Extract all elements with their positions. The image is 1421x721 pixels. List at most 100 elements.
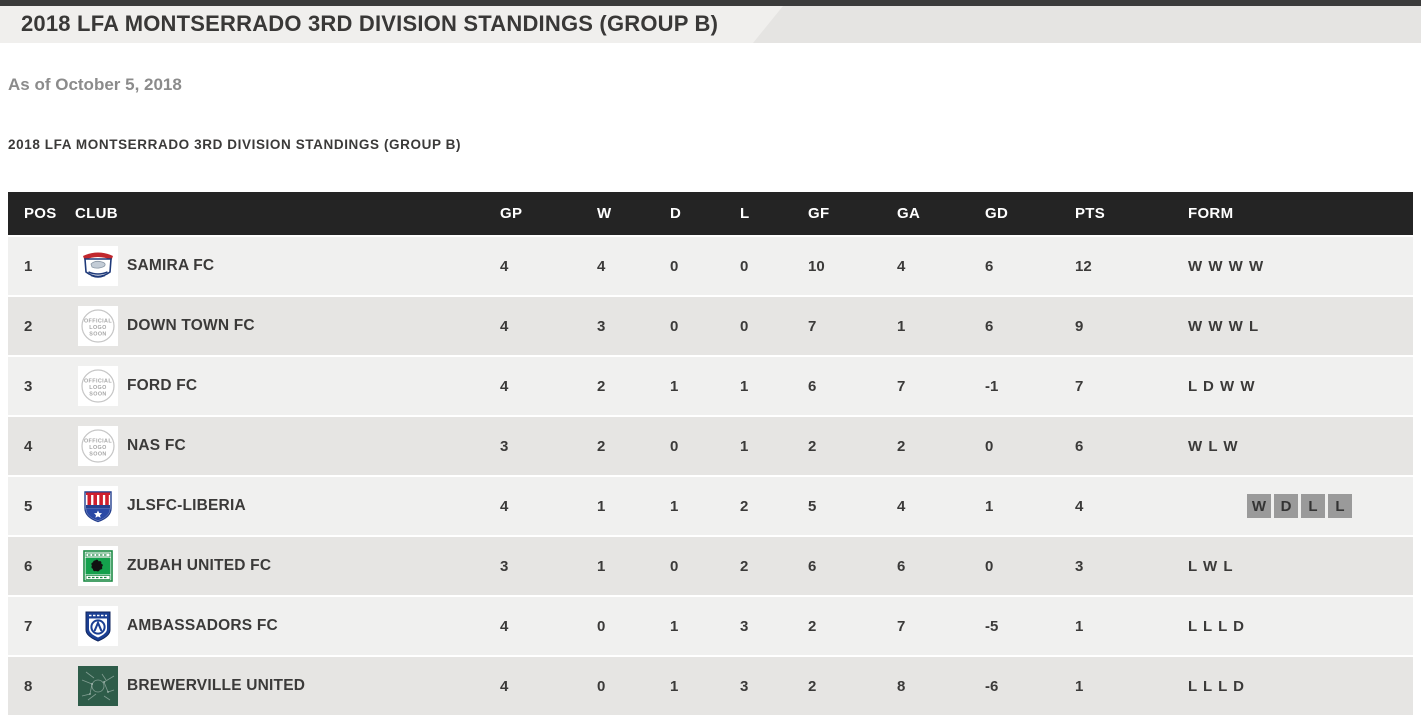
club-logo-placeholder: OFFICIAL LOGO SOON xyxy=(78,366,118,406)
club-cell[interactable]: ZUBAH UNITED FC xyxy=(75,546,500,586)
gf-cell: 6 xyxy=(808,377,817,395)
col-form: FORM xyxy=(1188,205,1234,222)
pts-cell: 4 xyxy=(1075,497,1084,515)
col-gf: GF xyxy=(808,205,830,222)
ga-cell: 6 xyxy=(897,557,906,575)
form-cell: L D W W xyxy=(1188,377,1256,395)
gd-cell: 0 xyxy=(985,557,994,575)
svg-text:LOGO: LOGO xyxy=(89,385,106,391)
gf-cell: 2 xyxy=(808,617,817,635)
position-cell: 1 xyxy=(24,257,33,275)
form-cell: W W W W xyxy=(1188,257,1265,275)
gf-cell: 7 xyxy=(808,317,817,335)
w-cell: 2 xyxy=(597,437,606,455)
club-logo-samira xyxy=(78,246,118,286)
gp-cell: 4 xyxy=(500,617,509,635)
club-cell[interactable]: OFFICIAL LOGO SOON NAS FC xyxy=(75,426,500,466)
standings-title: 2018 LFA MONTSERRADO 3RD DIVISION STANDI… xyxy=(8,137,462,152)
col-ga: GA xyxy=(897,205,921,222)
col-w: W xyxy=(597,205,612,222)
gp-cell: 3 xyxy=(500,557,509,575)
form-cell: W L W xyxy=(1188,437,1239,455)
col-d: D xyxy=(670,205,682,222)
jlsfc-crest xyxy=(78,486,118,526)
d-cell: 1 xyxy=(670,677,679,695)
club-name: FORD FC xyxy=(127,377,198,394)
gf-cell: 5 xyxy=(808,497,817,515)
l-cell: 1 xyxy=(740,377,749,395)
ga-cell: 4 xyxy=(897,257,906,275)
table-header-row: POS CLUB GP W D L GF GA GD PTS FORM xyxy=(8,192,1413,237)
club-logo-jlsfc xyxy=(78,486,118,526)
club-cell[interactable]: JLSFC-LIBERIA xyxy=(75,486,500,526)
position-cell: 7 xyxy=(24,617,33,635)
placeholder-logo: OFFICIAL LOGO SOON xyxy=(78,366,118,406)
position-cell: 3 xyxy=(24,377,33,395)
l-cell: 2 xyxy=(740,497,749,515)
club-name: JLSFC-LIBERIA xyxy=(127,497,246,514)
ga-cell: 2 xyxy=(897,437,906,455)
club-cell[interactable]: OFFICIAL LOGO SOON FORD FC xyxy=(75,366,500,406)
w-cell: 2 xyxy=(597,377,606,395)
table-row: 3 OFFICIAL LOGO SOON FORD FC 4 2 1 1 6 7… xyxy=(8,357,1413,417)
club-cell[interactable]: OFFICIAL LOGO SOON DOWN TOWN FC xyxy=(75,306,500,346)
gd-cell: -6 xyxy=(985,677,999,695)
table-body: 1 SAMIRA FC 4 4 0 0 10 4 6 12 W W W W 2 … xyxy=(8,237,1413,717)
gd-cell: 6 xyxy=(985,317,994,335)
form-cell: L L L D xyxy=(1188,617,1246,635)
table-row: 4 OFFICIAL LOGO SOON NAS FC 3 2 0 1 2 2 … xyxy=(8,417,1413,477)
pts-cell: 3 xyxy=(1075,557,1084,575)
table-row: 7 AMBASSADORS FC 4 0 1 3 2 7 -5 1 L L L … xyxy=(8,597,1413,657)
club-cell[interactable]: BREWERVILLE UNITED xyxy=(75,666,500,706)
zubah-crest xyxy=(78,546,118,586)
gd-cell: 6 xyxy=(985,257,994,275)
d-cell: 1 xyxy=(670,497,679,515)
l-cell: 3 xyxy=(740,677,749,695)
club-cell[interactable]: AMBASSADORS FC xyxy=(75,606,500,646)
ga-cell: 4 xyxy=(897,497,906,515)
pts-cell: 1 xyxy=(1075,617,1084,635)
d-cell: 1 xyxy=(670,617,679,635)
d-cell: 0 xyxy=(670,437,679,455)
svg-text:SOON: SOON xyxy=(89,392,106,398)
w-cell: 4 xyxy=(597,257,606,275)
w-cell: 0 xyxy=(597,677,606,695)
w-cell: 3 xyxy=(597,317,606,335)
l-cell: 2 xyxy=(740,557,749,575)
position-cell: 4 xyxy=(24,437,33,455)
position-cell: 8 xyxy=(24,677,33,695)
header-band-highlight xyxy=(0,6,783,43)
pts-cell: 12 xyxy=(1075,257,1092,275)
club-cell[interactable]: SAMIRA FC xyxy=(75,246,500,286)
col-gp: GP xyxy=(500,205,523,222)
club-name: SAMIRA FC xyxy=(127,257,215,274)
ga-cell: 1 xyxy=(897,317,906,335)
table-row: 1 SAMIRA FC 4 4 0 0 10 4 6 12 W W W W xyxy=(8,237,1413,297)
gf-cell: 2 xyxy=(808,677,817,695)
pts-cell: 7 xyxy=(1075,377,1084,395)
table-row: 2 OFFICIAL LOGO SOON DOWN TOWN FC 4 3 0 … xyxy=(8,297,1413,357)
form-badge: L xyxy=(1328,494,1352,518)
pts-cell: 6 xyxy=(1075,437,1084,455)
club-logo-placeholder: OFFICIAL LOGO SOON xyxy=(78,306,118,346)
club-name: ZUBAH UNITED FC xyxy=(127,557,272,574)
gd-cell: 0 xyxy=(985,437,994,455)
top-dark-strip xyxy=(0,0,1421,6)
page-header: 2018 LFA MONTSERRADO 3RD DIVISION STANDI… xyxy=(0,6,1421,43)
gf-cell: 6 xyxy=(808,557,817,575)
form-badge: L xyxy=(1301,494,1325,518)
l-cell: 0 xyxy=(740,317,749,335)
l-cell: 0 xyxy=(740,257,749,275)
ga-cell: 8 xyxy=(897,677,906,695)
l-cell: 1 xyxy=(740,437,749,455)
svg-text:SOON: SOON xyxy=(89,452,106,458)
form-cell: L L L D xyxy=(1188,677,1246,695)
svg-text:OFFICIAL: OFFICIAL xyxy=(84,379,112,385)
club-name: DOWN TOWN FC xyxy=(127,317,255,334)
pts-cell: 1 xyxy=(1075,677,1084,695)
col-club: CLUB xyxy=(75,205,118,222)
d-cell: 0 xyxy=(670,257,679,275)
club-name: BREWERVILLE UNITED xyxy=(127,677,306,694)
